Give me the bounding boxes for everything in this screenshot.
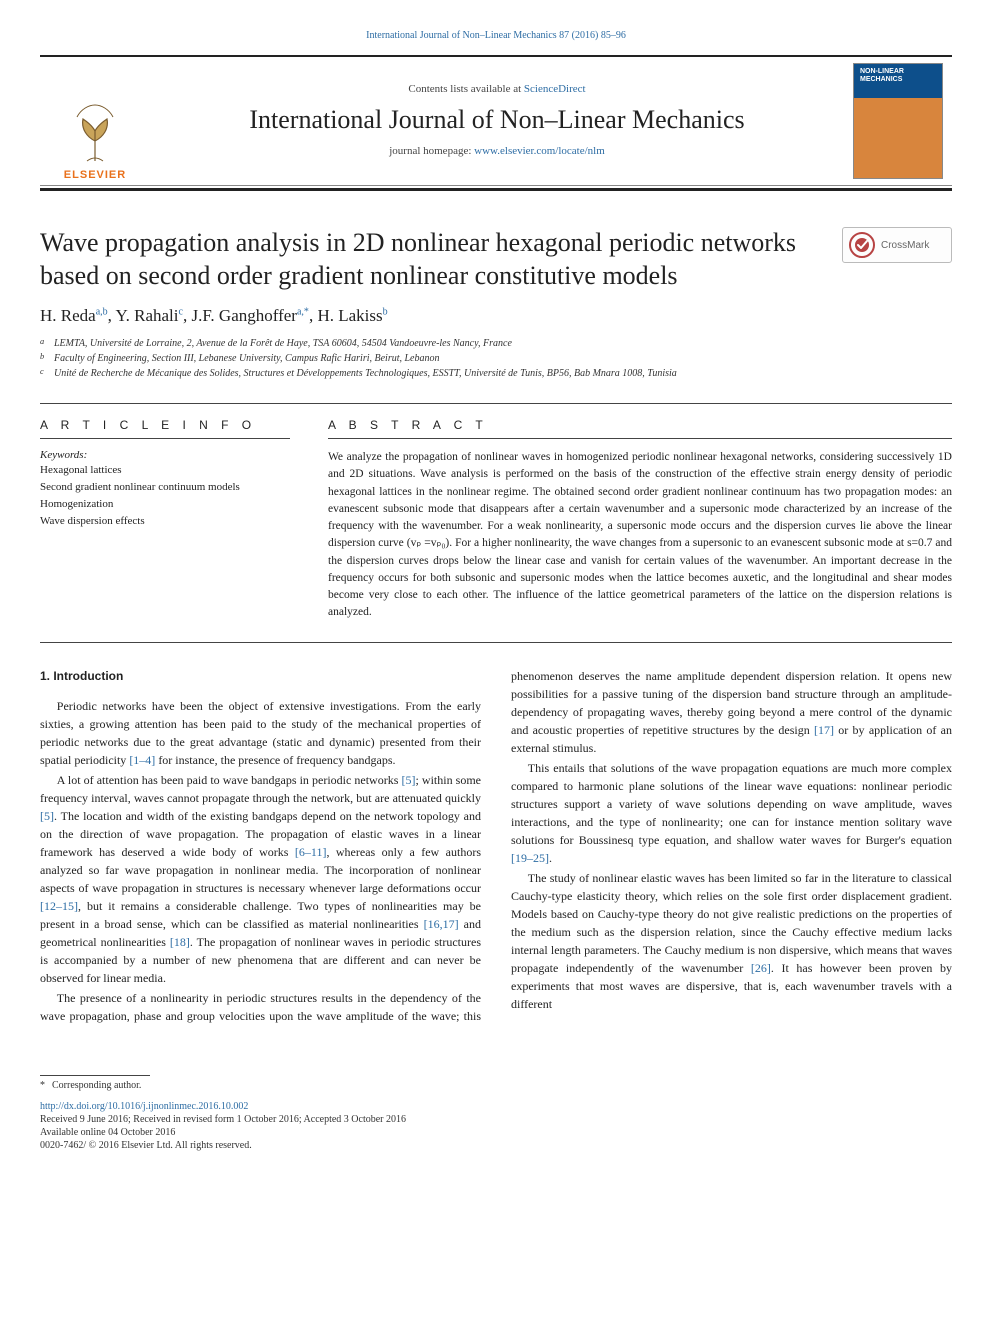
homepage-prefix: journal homepage: — [389, 145, 474, 157]
intro-p2: A lot of attention has been paid to wave… — [40, 771, 481, 987]
affiliation-marker: c — [40, 366, 50, 381]
doi-link[interactable]: http://dx.doi.org/10.1016/j.ijnonlinmec.… — [40, 1101, 952, 1112]
keyword-item: Wave dispersion effects — [40, 513, 290, 530]
running-header-link[interactable]: International Journal of Non–Linear Mech… — [366, 30, 626, 41]
homepage-line: journal homepage: www.elsevier.com/locat… — [160, 145, 834, 157]
authors-line: H. Redaa,b, Y. Rahalic, J.F. Ganghoffera… — [40, 306, 952, 326]
affiliation-row: b Faculty of Engineering, Section III, Le… — [40, 351, 952, 366]
ref-17-link[interactable]: [17] — [814, 723, 834, 737]
footnote-rule — [40, 1075, 150, 1076]
author-affil-marker: c — [179, 306, 183, 317]
contents-line: Contents lists available at ScienceDirec… — [160, 83, 834, 95]
p5a: The study of nonlinear elastic waves has… — [511, 871, 952, 975]
ref-12-15-link[interactable]: [12–15] — [40, 899, 78, 913]
body-columns: 1. Introduction Periodic networks have b… — [40, 667, 952, 1025]
pre-abstract-rule — [40, 403, 952, 404]
elsevier-tree-icon — [63, 97, 127, 167]
abstract-heading: A B S T R A C T — [328, 418, 952, 439]
keyword-item: Hexagonal lattices — [40, 462, 290, 479]
copyright-line: 0020-7462/ © 2016 Elsevier Ltd. All righ… — [40, 1140, 952, 1151]
author-name: H. Lakiss — [317, 306, 382, 325]
info-abstract-row: A R T I C L E I N F O Keywords: Hexagona… — [40, 418, 952, 622]
author-name: Y. Rahali — [116, 306, 179, 325]
intro-p1: Periodic networks have been the object o… — [40, 697, 481, 769]
homepage-link[interactable]: www.elsevier.com/locate/nlm — [474, 145, 605, 157]
article-title: Wave propagation analysis in 2D nonlinea… — [40, 227, 826, 292]
masthead-bottom-rule — [40, 188, 952, 191]
keyword-item: Homogenization — [40, 496, 290, 513]
p2e: , but it remains a considerable challeng… — [40, 899, 481, 931]
intro-p4: This entails that solutions of the wave … — [511, 759, 952, 867]
article-history: Received 9 June 2016; Received in revise… — [40, 1114, 952, 1125]
crossmark-icon — [849, 232, 875, 258]
article-info: A R T I C L E I N F O Keywords: Hexagona… — [40, 418, 290, 622]
cover-thumb-wrap: NON-LINEAR MECHANICS — [844, 57, 952, 185]
ref-6-11-link[interactable]: [6–11] — [295, 845, 327, 859]
affiliation-text: Faculty of Engineering, Section III, Leb… — [54, 351, 440, 366]
intro-p5: The study of nonlinear elastic waves has… — [511, 869, 952, 1013]
ref-5a-link[interactable]: [5] — [401, 773, 415, 787]
author-affil-marker: a,b — [96, 306, 108, 317]
ref-26-link[interactable]: [26] — [751, 961, 771, 975]
footnote-text: Corresponding author. — [52, 1080, 141, 1091]
keyword-item: Second gradient nonlinear continuum mode… — [40, 479, 290, 496]
abstract-text: We analyze the propagation of nonlinear … — [328, 449, 952, 622]
keywords-list: Hexagonal latticesSecond gradient nonlin… — [40, 462, 290, 530]
affiliation-marker: b — [40, 351, 50, 366]
p4a: This entails that solutions of the wave … — [511, 761, 952, 847]
affiliation-text: Unité de Recherche de Mécanique des Soli… — [54, 366, 677, 381]
cover-label: NON-LINEAR MECHANICS — [860, 68, 936, 83]
ref-19-25-link[interactable]: [19–25] — [511, 851, 549, 865]
keywords-label: Keywords: — [40, 449, 290, 461]
p1b: for instance, the presence of frequency … — [155, 753, 395, 767]
crossmark-label: CrossMark — [881, 240, 929, 251]
affiliations: a LEMTA, Université de Lorraine, 2, Avenu… — [40, 336, 952, 381]
affiliation-text: LEMTA, Université de Lorraine, 2, Avenue… — [54, 336, 512, 351]
journal-cover-thumb: NON-LINEAR MECHANICS — [853, 63, 943, 179]
section-heading-intro: 1. Introduction — [40, 667, 481, 685]
masthead: ELSEVIER Contents lists available at Sci… — [40, 55, 952, 186]
ref-16-17-link[interactable]: [16,17] — [424, 917, 459, 931]
abstract: A B S T R A C T We analyze the propagati… — [328, 418, 952, 622]
ref-1-4-link[interactable]: [1–4] — [129, 753, 155, 767]
title-block: Wave propagation analysis in 2D nonlinea… — [40, 227, 952, 292]
author-name: J.F. Ganghoffer — [191, 306, 297, 325]
masthead-center: Contents lists available at ScienceDirec… — [150, 57, 844, 185]
p4b: . — [549, 851, 552, 865]
publisher-block: ELSEVIER — [40, 57, 150, 185]
crossmark-badge[interactable]: CrossMark — [842, 227, 952, 263]
p2a: A lot of attention has been paid to wave… — [57, 773, 402, 787]
sciencedirect-link[interactable]: ScienceDirect — [524, 83, 586, 95]
author-name: H. Reda — [40, 306, 96, 325]
available-online: Available online 04 October 2016 — [40, 1127, 952, 1138]
affiliation-row: a LEMTA, Université de Lorraine, 2, Avenu… — [40, 336, 952, 351]
article-info-heading: A R T I C L E I N F O — [40, 418, 290, 439]
affiliation-row: c Unité de Recherche de Mécanique des Sol… — [40, 366, 952, 381]
ref-5b-link[interactable]: [5] — [40, 809, 54, 823]
corresponding-author-footnote: * Corresponding author. — [40, 1080, 952, 1091]
affiliation-marker: a — [40, 336, 50, 351]
post-abstract-rule — [40, 642, 952, 643]
author-affil-marker: b — [383, 306, 388, 317]
running-header: International Journal of Non–Linear Mech… — [40, 30, 952, 41]
footnote-marker: * — [40, 1080, 48, 1091]
contents-prefix: Contents lists available at — [408, 83, 523, 95]
journal-name: International Journal of Non–Linear Mech… — [160, 105, 834, 135]
publisher-name: ELSEVIER — [64, 169, 126, 181]
ref-18-link[interactable]: [18] — [170, 935, 190, 949]
footer-block: * Corresponding author. http://dx.doi.or… — [40, 1075, 952, 1151]
author-affil-marker: a,* — [297, 306, 309, 317]
